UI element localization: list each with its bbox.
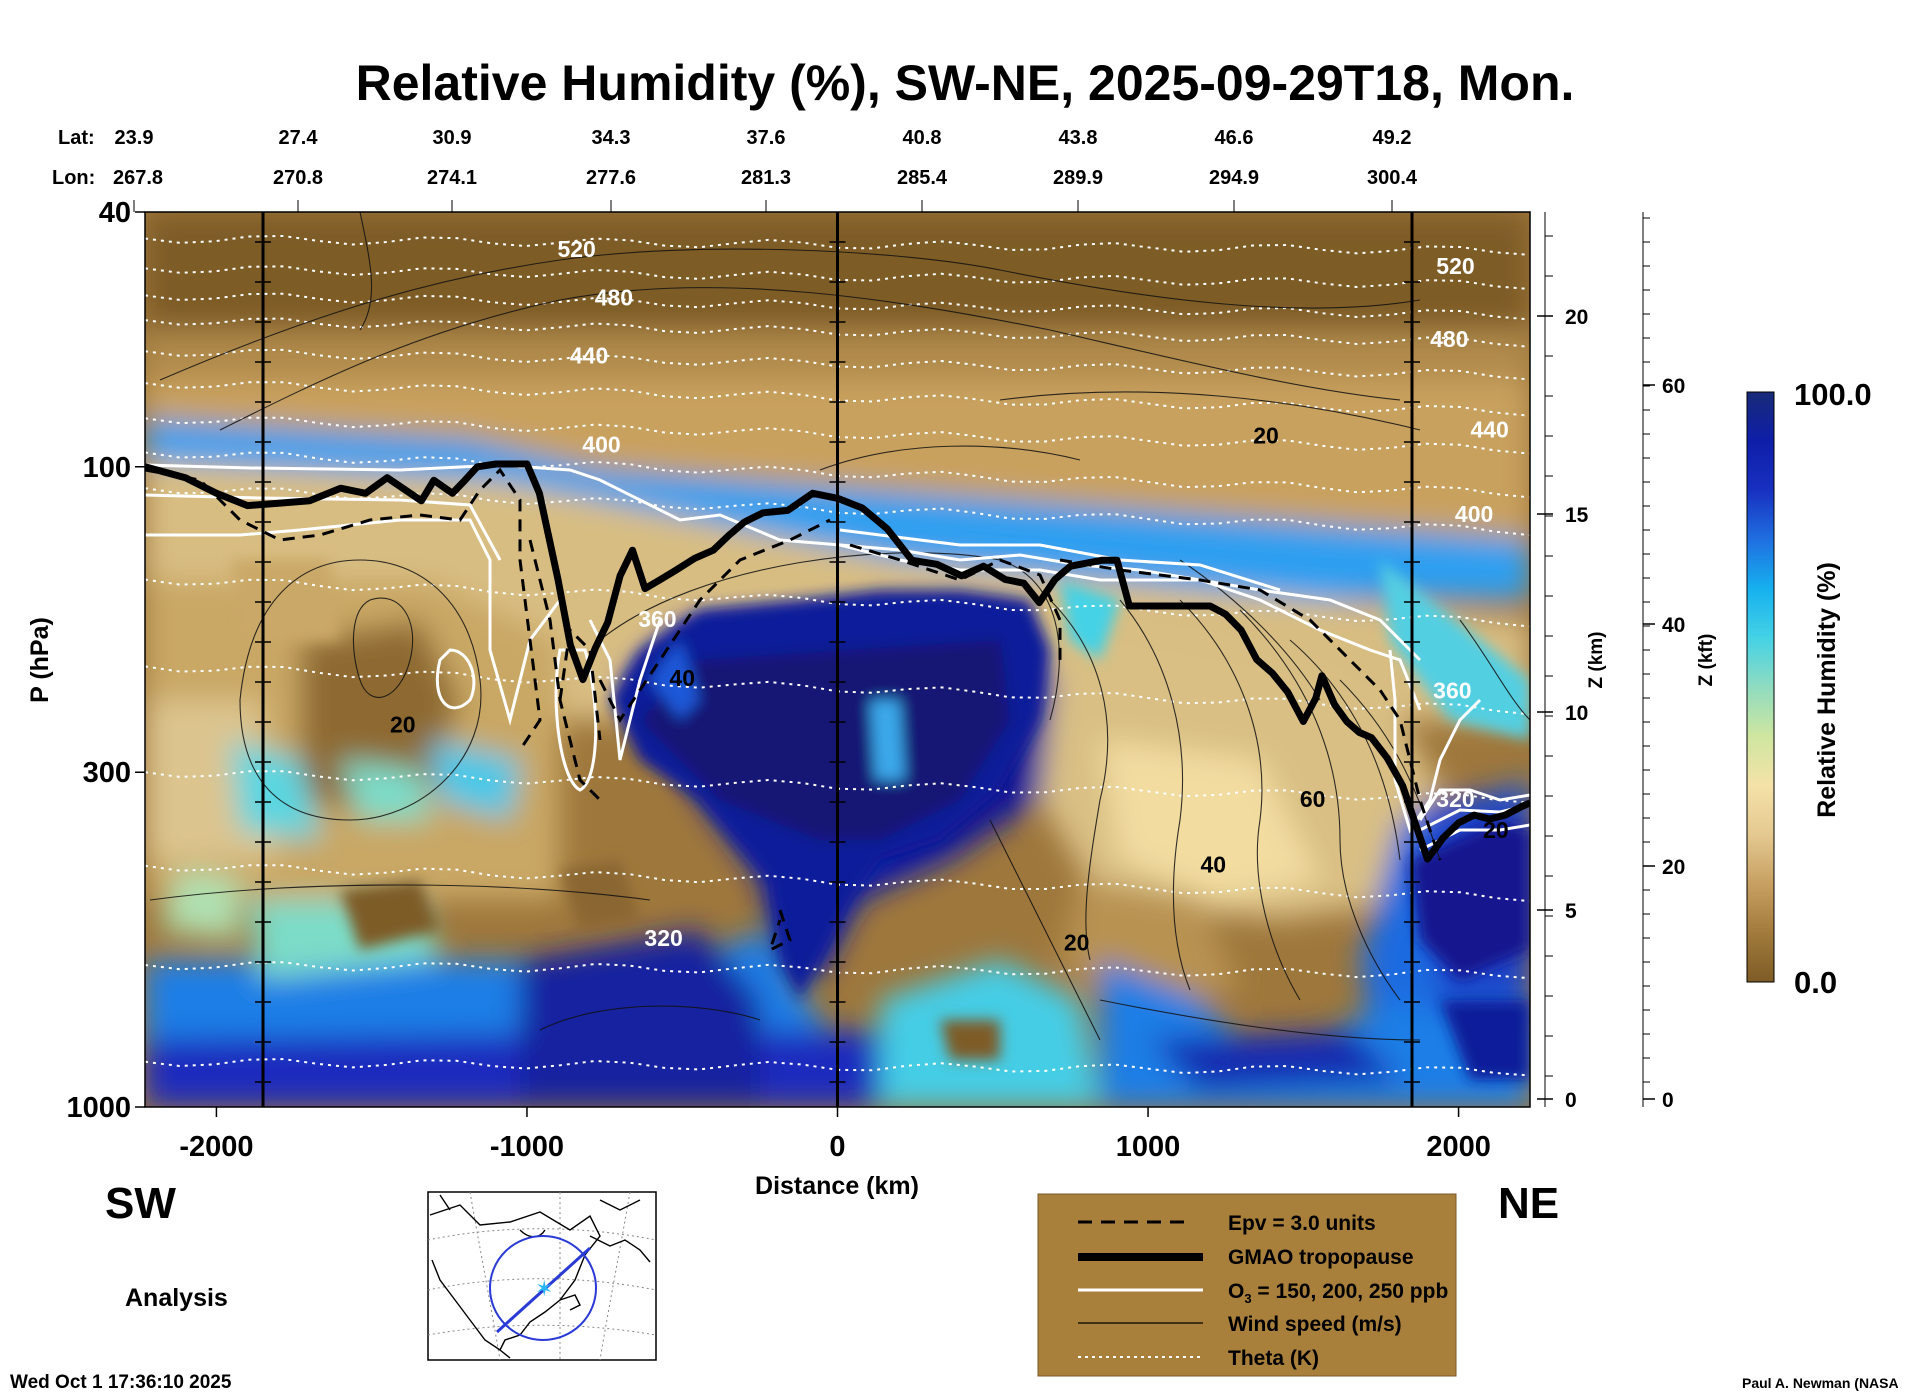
- theta-label: 440: [1470, 416, 1508, 442]
- z-km-tick-label: 20: [1565, 306, 1588, 329]
- legend-box: [1037, 1193, 1457, 1377]
- x-tick-label: -1000: [490, 1131, 564, 1163]
- gmao-tropopause-line: [145, 460, 1530, 863]
- theta-label: 520: [557, 236, 595, 262]
- x-axis-label: Distance (km): [755, 1172, 919, 1200]
- z-kft-tick-label: 20: [1662, 856, 1685, 879]
- wind-speed-label: 20: [1253, 423, 1279, 449]
- lon-value: 281.3: [741, 167, 791, 189]
- legend-theta: Theta (K): [1228, 1347, 1319, 1370]
- theta-label: 400: [582, 432, 620, 458]
- colorbar-min-label: 0.0: [1794, 965, 1837, 1000]
- p-tick-label: 300: [83, 757, 131, 789]
- p-tick-label: 100: [83, 452, 131, 484]
- lon-value: 267.8: [113, 167, 163, 189]
- lat-value: 40.8: [903, 127, 942, 149]
- wind-speed-label: 20: [390, 711, 416, 737]
- z-kft-axis-label: Z (kft): [1696, 634, 1717, 687]
- axes: 40 100 300 1000 -2000 -1000 0 1000 2000 0 5 10 15 20 0…: [66, 197, 1685, 1163]
- theta-label: 320: [644, 925, 682, 951]
- inset-section-line: [495, 1246, 592, 1334]
- wind-speed-label: 60: [1300, 786, 1326, 812]
- legend-ozone: O3 = 150, 200, 250 ppb: [1228, 1280, 1448, 1306]
- z-kft-tick-label: 0: [1662, 1089, 1674, 1112]
- lat-value: 49.2: [1373, 127, 1412, 149]
- lat-value: 37.6: [747, 127, 786, 149]
- legend-epv: Epv = 3.0 units: [1228, 1212, 1376, 1235]
- x-tick-label: 2000: [1426, 1131, 1491, 1163]
- lon-value: 274.1: [427, 167, 477, 189]
- lon-value: 285.4: [897, 167, 948, 189]
- lon-value: 277.6: [586, 167, 636, 189]
- theta-label: 360: [638, 606, 676, 632]
- x-tick-label: -2000: [179, 1131, 253, 1163]
- ne-label: NE: [1498, 1179, 1559, 1228]
- lon-value: 300.4: [1367, 167, 1418, 189]
- inset-center-marker: ✶: [535, 1276, 553, 1301]
- lat-value: 27.4: [279, 127, 319, 149]
- z-km-tick-label: 5: [1565, 900, 1577, 923]
- theta-label: 480: [1430, 326, 1468, 352]
- credit: Paul A. Newman (NASA: [1742, 1375, 1899, 1391]
- lon-value: 270.8: [273, 167, 323, 189]
- theta-label: 360: [1433, 677, 1471, 703]
- lat-value: 30.9: [433, 127, 472, 149]
- z-km-tick-label: 15: [1565, 504, 1589, 527]
- legend-tropopause: GMAO tropopause: [1228, 1246, 1414, 1269]
- colorbar-max-label: 100.0: [1794, 377, 1872, 412]
- rh-field-detail: [230, 560, 1530, 1080]
- legend-wind: Wind speed (m/s): [1228, 1313, 1402, 1336]
- wind-speed-labels: 20 40 20 60 40 20 20: [390, 423, 1509, 956]
- wind-speed-label: 40: [669, 665, 695, 691]
- colorbar: 100.0 0.0 Relative Humidity (%): [1746, 377, 1872, 1000]
- legend: Epv = 3.0 units GMAO tropopause O3 = 150…: [1037, 1193, 1457, 1377]
- lat-value: 46.6: [1215, 127, 1254, 149]
- x-tick-label: 0: [829, 1131, 845, 1163]
- theta-label: 520: [1436, 253, 1474, 279]
- wind-speed-label: 20: [1483, 817, 1509, 843]
- lon-prefix: Lon:: [52, 167, 95, 189]
- lat-lon-header: 23.9 27.4 30.9 34.3 37.6 40.8 43.8 46.6 49.2 267.…: [113, 127, 1418, 212]
- z-kft-tick-label: 60: [1662, 375, 1685, 398]
- theta-label: 400: [1455, 501, 1493, 527]
- p-tick-label: 40: [99, 197, 131, 229]
- z-km-tick-label: 10: [1565, 702, 1588, 725]
- reference-vertical-lines: [255, 212, 1420, 1107]
- lat-prefix: Lat:: [58, 127, 95, 149]
- wind-speed-contours: [149, 212, 1530, 1041]
- x-tick-label: 1000: [1116, 1131, 1181, 1163]
- sw-label: SW: [105, 1179, 176, 1228]
- epv-contours: [145, 467, 1442, 953]
- lon-value: 289.9: [1053, 167, 1103, 189]
- inset-map: ✶: [427, 1191, 657, 1361]
- lat-value: 34.3: [592, 127, 631, 149]
- lat-value: 23.9: [115, 127, 154, 149]
- theta-label: 440: [570, 343, 608, 369]
- z-kft-tick-label: 40: [1662, 614, 1685, 637]
- lat-value: 43.8: [1059, 127, 1098, 149]
- inset-range-circle: [489, 1235, 597, 1341]
- z-km-tick-label: 0: [1565, 1089, 1577, 1112]
- theta-label: 320: [1436, 786, 1474, 812]
- chart-title: Relative Humidity (%), SW-NE, 2025-09-29…: [356, 55, 1575, 111]
- theta-label: 480: [595, 285, 633, 311]
- colorbar-title: Relative Humidity (%): [1813, 562, 1841, 818]
- analysis-label: Analysis: [125, 1284, 228, 1312]
- lon-value: 294.9: [1209, 167, 1259, 189]
- colorbar-scale: [1746, 391, 1775, 983]
- y-axis-label: P (hPa): [26, 617, 54, 703]
- wind-speed-label: 40: [1200, 851, 1226, 877]
- p-tick-label: 1000: [66, 1092, 131, 1124]
- z-km-axis-label: Z (km): [1586, 632, 1607, 689]
- timestamp: Wed Oct 1 17:36:10 2025: [10, 1372, 232, 1393]
- wind-speed-label: 20: [1064, 930, 1090, 956]
